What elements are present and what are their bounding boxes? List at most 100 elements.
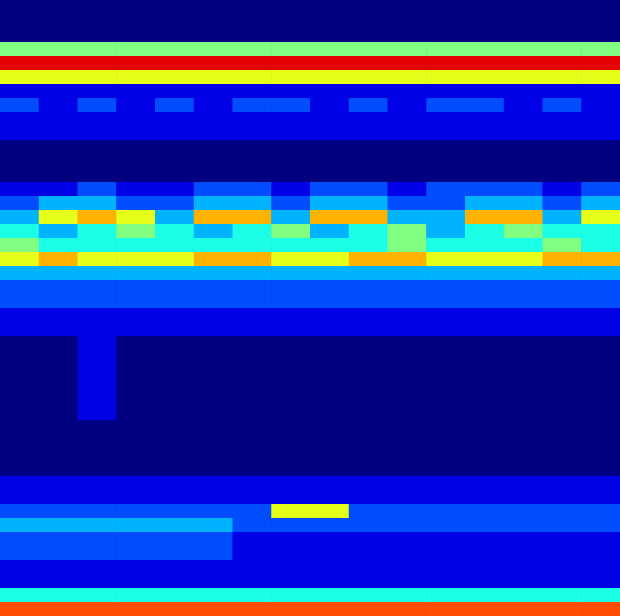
cell <box>388 210 427 225</box>
cell <box>78 70 117 85</box>
cell <box>543 210 582 225</box>
cell <box>271 532 310 547</box>
cell <box>426 588 465 603</box>
cell <box>155 560 194 575</box>
cell <box>39 308 78 323</box>
cell <box>0 182 39 197</box>
cell <box>39 154 78 169</box>
cell <box>155 182 194 197</box>
cell <box>39 462 78 477</box>
cell <box>271 70 310 85</box>
cell <box>271 476 310 491</box>
cell <box>581 14 620 29</box>
cell <box>426 336 465 351</box>
cell <box>39 210 78 225</box>
cell <box>426 546 465 561</box>
cell <box>0 574 39 589</box>
cell <box>426 532 465 547</box>
cell <box>271 28 310 43</box>
cell <box>388 350 427 365</box>
cell <box>39 364 78 379</box>
cell <box>155 518 194 533</box>
cell <box>78 210 117 225</box>
cell <box>388 420 427 435</box>
cell <box>0 126 39 141</box>
cell <box>155 462 194 477</box>
cell <box>78 336 117 351</box>
cell <box>465 462 504 477</box>
cell <box>155 154 194 169</box>
cell <box>233 546 272 561</box>
cell <box>426 434 465 449</box>
cell <box>504 224 543 239</box>
cell <box>194 42 233 57</box>
cell <box>349 434 388 449</box>
cell <box>504 434 543 449</box>
cell <box>543 308 582 323</box>
cell <box>581 336 620 351</box>
cell <box>271 0 310 15</box>
cell <box>310 462 349 477</box>
cell <box>349 28 388 43</box>
cell <box>543 560 582 575</box>
cell <box>39 518 78 533</box>
cell <box>310 140 349 155</box>
cell <box>194 322 233 337</box>
cell <box>310 0 349 15</box>
cell <box>543 182 582 197</box>
cell <box>39 112 78 127</box>
cell <box>581 196 620 211</box>
cell <box>465 336 504 351</box>
cell <box>388 448 427 463</box>
cell <box>426 294 465 309</box>
cell <box>310 210 349 225</box>
cell <box>310 252 349 267</box>
cell <box>543 518 582 533</box>
cell <box>194 28 233 43</box>
cell <box>0 518 39 533</box>
cell <box>310 56 349 71</box>
cell <box>116 266 155 281</box>
cell <box>349 84 388 99</box>
cell <box>349 168 388 183</box>
cell <box>581 98 620 113</box>
cell <box>194 546 233 561</box>
cell <box>116 154 155 169</box>
cell <box>504 364 543 379</box>
cell <box>504 532 543 547</box>
cell <box>271 504 310 519</box>
cell <box>310 574 349 589</box>
cell <box>233 420 272 435</box>
cell <box>310 84 349 99</box>
cell <box>155 364 194 379</box>
cell <box>388 322 427 337</box>
cell <box>39 490 78 505</box>
cell <box>39 504 78 519</box>
cell <box>233 168 272 183</box>
cell <box>465 476 504 491</box>
cell <box>504 70 543 85</box>
cell <box>543 532 582 547</box>
cell <box>465 0 504 15</box>
cell <box>349 252 388 267</box>
cell <box>581 350 620 365</box>
cell <box>78 182 117 197</box>
cell <box>233 14 272 29</box>
cell <box>310 154 349 169</box>
cell <box>504 252 543 267</box>
cell <box>233 210 272 225</box>
cell <box>194 308 233 323</box>
cell <box>0 392 39 407</box>
cell <box>543 140 582 155</box>
cell <box>504 266 543 281</box>
cell <box>349 112 388 127</box>
cell <box>155 266 194 281</box>
cell <box>581 476 620 491</box>
cell <box>78 504 117 519</box>
cell <box>271 602 310 616</box>
cell <box>310 28 349 43</box>
cell <box>78 42 117 57</box>
cell <box>310 182 349 197</box>
cell <box>155 490 194 505</box>
cell <box>349 196 388 211</box>
